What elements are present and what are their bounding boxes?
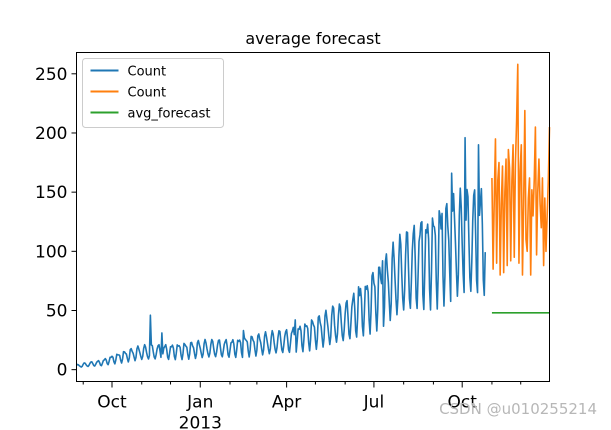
y-tick-label: 250	[35, 65, 67, 85]
y-tick-label: 100	[35, 242, 67, 262]
x-tick-label: Oct	[447, 393, 477, 413]
series-layer	[75, 63, 551, 368]
legend-label: Count	[128, 86, 167, 101]
chart-title: average forecast	[245, 29, 380, 48]
x-tick-label: Oct	[97, 393, 127, 413]
legend-label: Count	[128, 65, 167, 80]
x-tick-sublabel: 2013	[179, 414, 222, 430]
y-tick-label: 150	[35, 183, 67, 203]
legend: Count Count avg_forecast	[82, 58, 224, 128]
y-tick-label: 0	[57, 361, 68, 381]
x-tick-label: Apr	[272, 393, 301, 413]
series-count-test-line	[491, 63, 551, 276]
legend-box	[82, 58, 224, 128]
series-count-history-line	[75, 136, 487, 368]
y-tick-label: 50	[46, 301, 68, 321]
plot-frame	[76, 52, 550, 382]
legend-label: avg_forecast	[128, 107, 211, 122]
x-tick-label: Jul	[363, 393, 385, 413]
x-tick-label: Jan	[186, 393, 213, 413]
watermark: CSDN @u010255214	[439, 400, 597, 418]
y-tick-label: 200	[35, 124, 67, 144]
